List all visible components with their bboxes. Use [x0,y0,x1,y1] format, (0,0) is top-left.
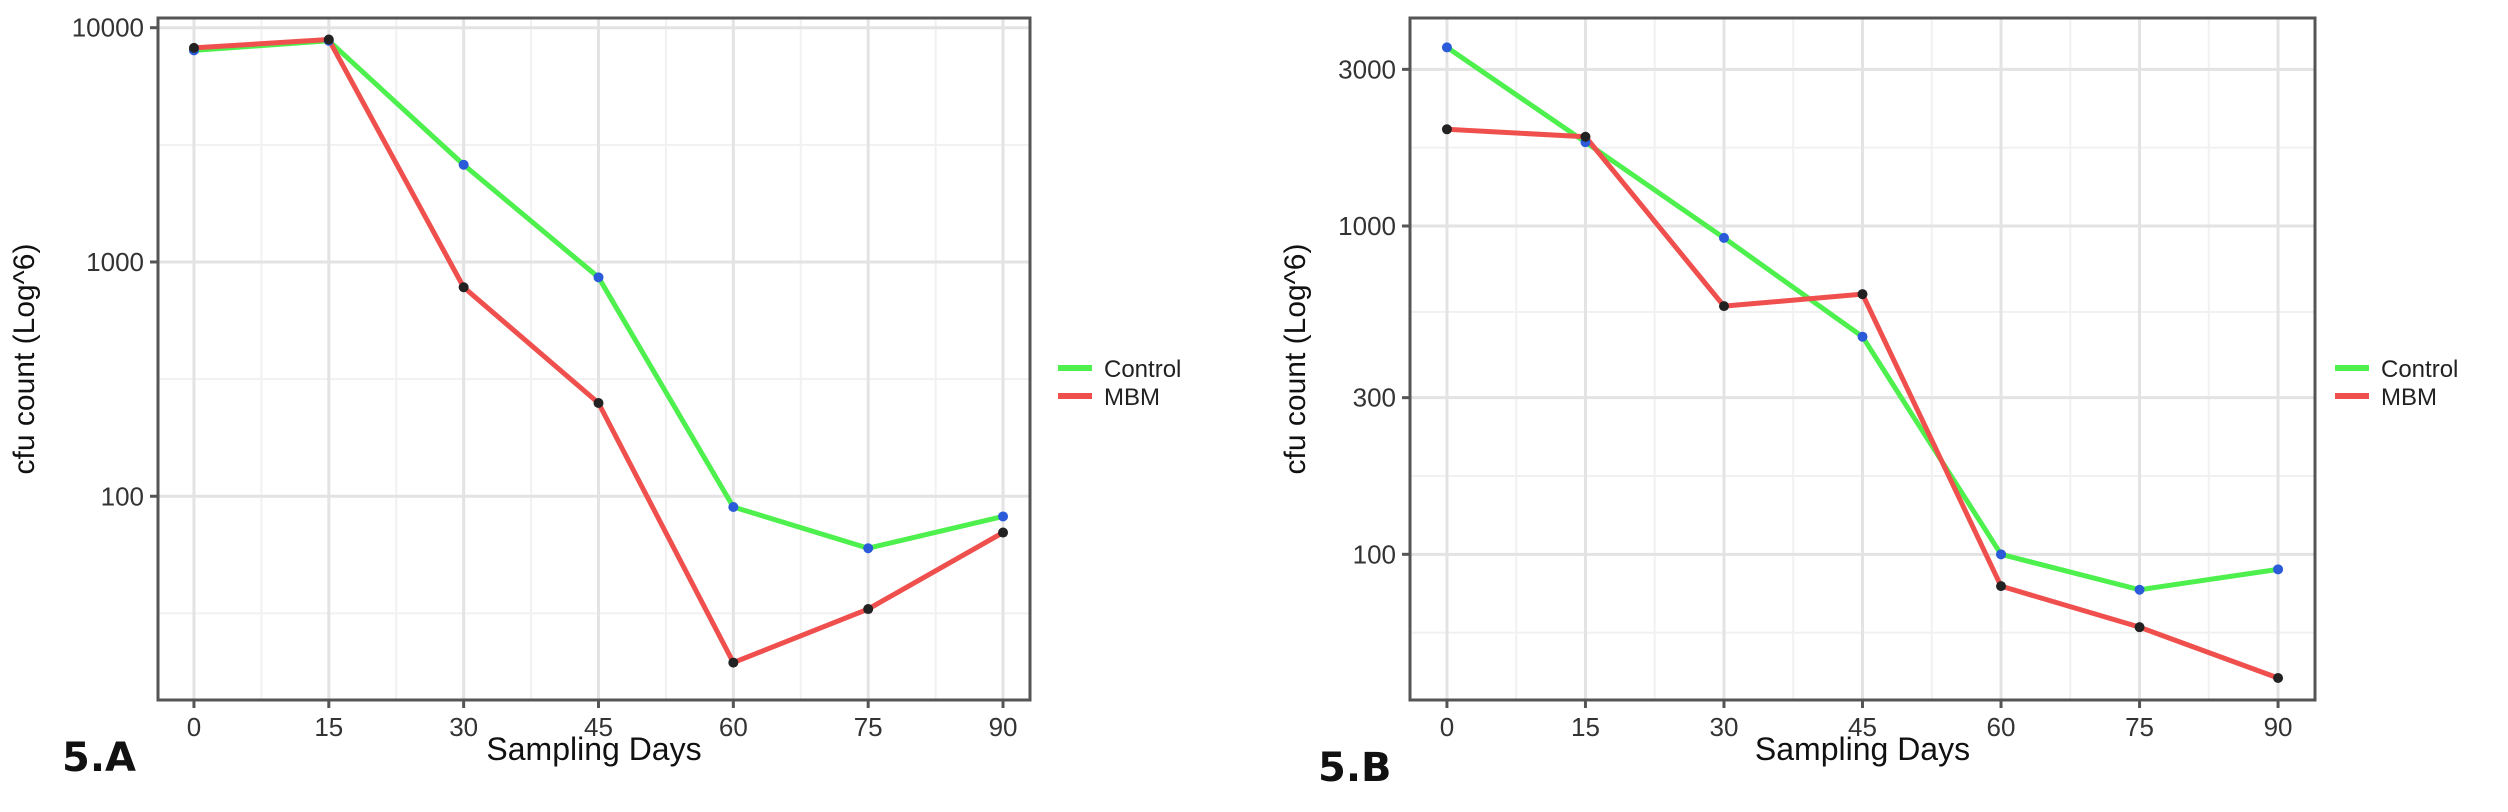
x-tick-label: 0 [1440,712,1454,742]
legend-label-mbm: MBM [2381,384,2437,411]
y-tick-label: 1000 [1338,211,1396,241]
x-tick-label: 60 [1987,712,2016,742]
data-point-mbm [1857,289,1868,300]
x-tick-label: 45 [584,712,613,742]
data-point-mbm [323,34,334,45]
y-tick-label: 10000 [72,13,144,43]
x-tick-label: 75 [2125,712,2154,742]
data-point-control [1996,549,2007,560]
x-tick-label: 90 [2264,712,2293,742]
chart-5a: 100 1000 10000 0 15 30 45 60 75 90 Sampling Days cf… [8,13,1181,767]
data-point-mbm [998,527,1009,538]
plot-border [156,16,1032,702]
y-axis-title: cfu count (Log^6) [8,244,41,475]
legend-label-control: Control [1104,356,1181,383]
x-tick-label: 0 [187,712,201,742]
x-axis-title: Sampling Days [486,731,701,767]
x-tick-label: 15 [1571,712,1600,742]
data-point-mbm [593,398,604,409]
panel-label-5a: 5.A [62,735,136,781]
y-tick-label: 1000 [86,247,144,277]
data-point-control [863,543,874,554]
chart-5b: 100 300 1000 3000 0 15 30 45 60 75 90 Sampling Days… [1279,16,2458,767]
data-point-mbm [1718,301,1729,312]
data-point-mbm [1580,131,1591,142]
x-tick-label: 45 [1848,712,1877,742]
data-point-mbm [2273,673,2284,684]
x-tick-label: 30 [449,712,478,742]
y-tick-label: 100 [1353,539,1396,569]
data-point-mbm [188,42,199,53]
x-tick-label: 75 [854,712,883,742]
data-point-mbm [728,657,739,668]
x-tick-label: 90 [989,712,1018,742]
legend-label-mbm: MBM [1104,384,1160,411]
data-point-control [458,159,469,170]
legend-label-control: Control [2381,356,2458,383]
plot-background [158,18,1030,700]
x-axis-title: Sampling Days [1755,731,1970,767]
data-point-mbm [458,282,469,293]
data-point-control [2273,564,2284,575]
data-point-control [1857,331,1868,342]
data-point-mbm [1441,124,1452,135]
data-point-control [593,272,604,283]
y-tick-label: 3000 [1338,54,1396,84]
data-point-control [728,501,739,512]
x-tick-label: 15 [314,712,343,742]
data-point-mbm [1996,581,2007,592]
y-tick-label: 300 [1353,383,1396,413]
data-point-mbm [2134,622,2145,633]
panel-label-5b: 5.B [1318,745,1392,791]
data-point-control [2134,584,2145,595]
y-tick-label: 100 [101,481,144,511]
data-point-control [1718,232,1729,243]
data-point-mbm [863,604,874,615]
x-tick-label: 60 [719,712,748,742]
data-point-control [998,511,1009,522]
y-axis-title: cfu count (Log^6) [1279,244,1312,475]
x-tick-label: 30 [1710,712,1739,742]
data-point-control [1441,42,1452,53]
